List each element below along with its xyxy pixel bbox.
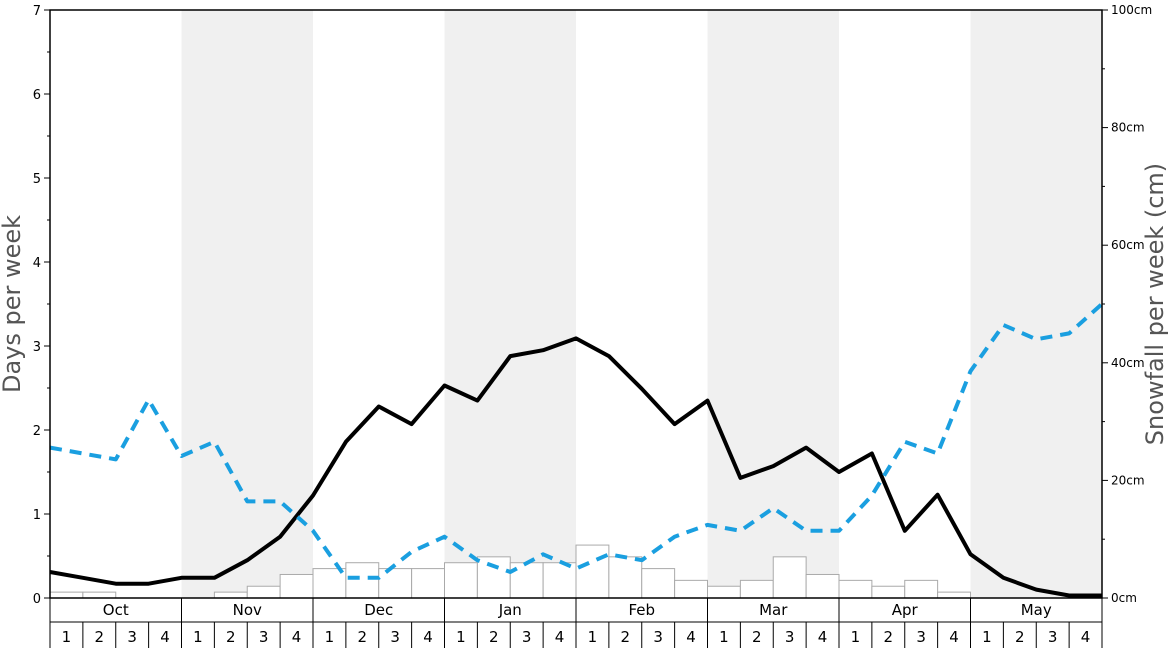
- shade-nov: [181, 10, 313, 598]
- week-label: 1: [193, 628, 203, 646]
- week-label: 1: [62, 628, 72, 646]
- right-tick-label: 40cm: [1111, 356, 1145, 370]
- week-label: 4: [686, 628, 696, 646]
- week-label: 2: [489, 628, 499, 646]
- month-shading: [181, 10, 1102, 598]
- week-label: 1: [719, 628, 729, 646]
- snowfall-bar: [444, 562, 478, 599]
- snowfall-bar: [739, 579, 774, 599]
- month-label-jan: Jan: [498, 601, 522, 619]
- left-tick-label: 3: [33, 340, 41, 355]
- right-tick-label: 80cm: [1111, 121, 1145, 135]
- shade-mar: [707, 10, 839, 598]
- month-label-mar: Mar: [759, 601, 788, 619]
- snowfall-bar: [345, 562, 380, 599]
- snowfall-bar: [608, 556, 643, 599]
- week-label: 4: [292, 628, 302, 646]
- week-label: 4: [818, 628, 828, 646]
- week-row: 1 2 3 4 1 2 3 4 1 2 3 4 1 2 3 4 1 2 3 4 1 2 3 4 1 2 3 4 1 2 3 4: [49, 622, 1103, 648]
- snowfall-bar: [772, 556, 807, 599]
- week-label: 2: [752, 628, 762, 646]
- left-axis: 0 1 2 3 4 5 6 7: [33, 4, 50, 607]
- week-label: 4: [555, 628, 565, 646]
- week-label: 3: [127, 628, 137, 646]
- left-axis-title: Days per week: [0, 215, 26, 393]
- left-tick-label: 1: [33, 508, 41, 523]
- left-tick-label: 6: [33, 88, 41, 103]
- left-tick-label: 2: [33, 424, 41, 439]
- snowfall-bar: [838, 579, 873, 599]
- right-tick-label: 100cm: [1111, 3, 1152, 17]
- right-axis: 0cm 20cm 40cm 60cm 80cm 100cm: [1102, 3, 1152, 605]
- week-label: 1: [982, 628, 992, 646]
- left-tick-label: 0: [33, 592, 41, 607]
- left-tick-label: 5: [33, 172, 41, 187]
- week-label: 4: [1081, 628, 1091, 646]
- snowfall-bar: [871, 585, 906, 599]
- week-label: 3: [259, 628, 269, 646]
- snowfall-bar: [575, 544, 610, 599]
- snowfall-bar: [937, 591, 971, 599]
- snowfall-bar: [476, 556, 511, 599]
- solid-series-line: [49, 336, 1102, 598]
- week-label: 1: [588, 628, 598, 646]
- right-tick-label: 20cm: [1111, 473, 1145, 487]
- snowfall-bar: [542, 562, 577, 599]
- week-label: 2: [95, 628, 105, 646]
- snowfall-bar: [674, 579, 708, 599]
- week-label: 3: [390, 628, 400, 646]
- snowfall-bar: [509, 562, 544, 599]
- week-label: 3: [522, 628, 532, 646]
- dashed-series-line: [49, 302, 1104, 580]
- snowfall-bar: [49, 591, 84, 599]
- week-label: 2: [358, 628, 368, 646]
- shade-jan: [444, 10, 576, 598]
- shade-may: [970, 10, 1102, 598]
- right-tick-label: 60cm: [1111, 238, 1145, 252]
- week-label: 4: [423, 628, 433, 646]
- month-label-feb: Feb: [628, 601, 655, 619]
- snowfall-bar: [805, 573, 840, 599]
- week-label: 2: [1015, 628, 1025, 646]
- week-label: 2: [226, 628, 236, 646]
- snowfall-bar: [279, 573, 314, 599]
- week-label: 1: [851, 628, 861, 646]
- snowfall-bar: [641, 568, 676, 599]
- week-label: 1: [456, 628, 466, 646]
- week-label: 3: [785, 628, 795, 646]
- series-lines: [49, 302, 1104, 598]
- left-tick-label: 4: [33, 256, 41, 271]
- right-tick-label: 0cm: [1111, 591, 1137, 605]
- week-label: 4: [949, 628, 959, 646]
- snowfall-bar: [707, 585, 741, 599]
- week-label: 3: [1048, 628, 1058, 646]
- week-label: 4: [160, 628, 170, 646]
- right-axis-title: Snowfall per week (cm): [1141, 163, 1168, 445]
- month-label-oct: Oct: [103, 601, 129, 619]
- week-label: 3: [916, 628, 926, 646]
- month-row: Oct Nov Dec Jan Feb Mar Apr May: [49, 598, 1103, 623]
- week-label: 2: [884, 628, 894, 646]
- month-label-dec: Dec: [364, 601, 393, 619]
- month-label-apr: Apr: [892, 601, 919, 619]
- snowfall-bar: [411, 568, 445, 599]
- week-label: 2: [621, 628, 631, 646]
- snowfall-bar: [904, 579, 939, 599]
- month-label-nov: Nov: [233, 601, 262, 619]
- snowfall-bar: [213, 591, 248, 599]
- month-label-may: May: [1021, 601, 1052, 619]
- week-label: 3: [653, 628, 663, 646]
- snowfall-bars: [49, 544, 971, 599]
- snowfall-bar: [82, 591, 117, 599]
- left-tick-label: 7: [33, 4, 41, 19]
- snowfall-bar: [246, 585, 281, 599]
- snowfall-bar: [378, 568, 413, 599]
- week-label: 1: [325, 628, 335, 646]
